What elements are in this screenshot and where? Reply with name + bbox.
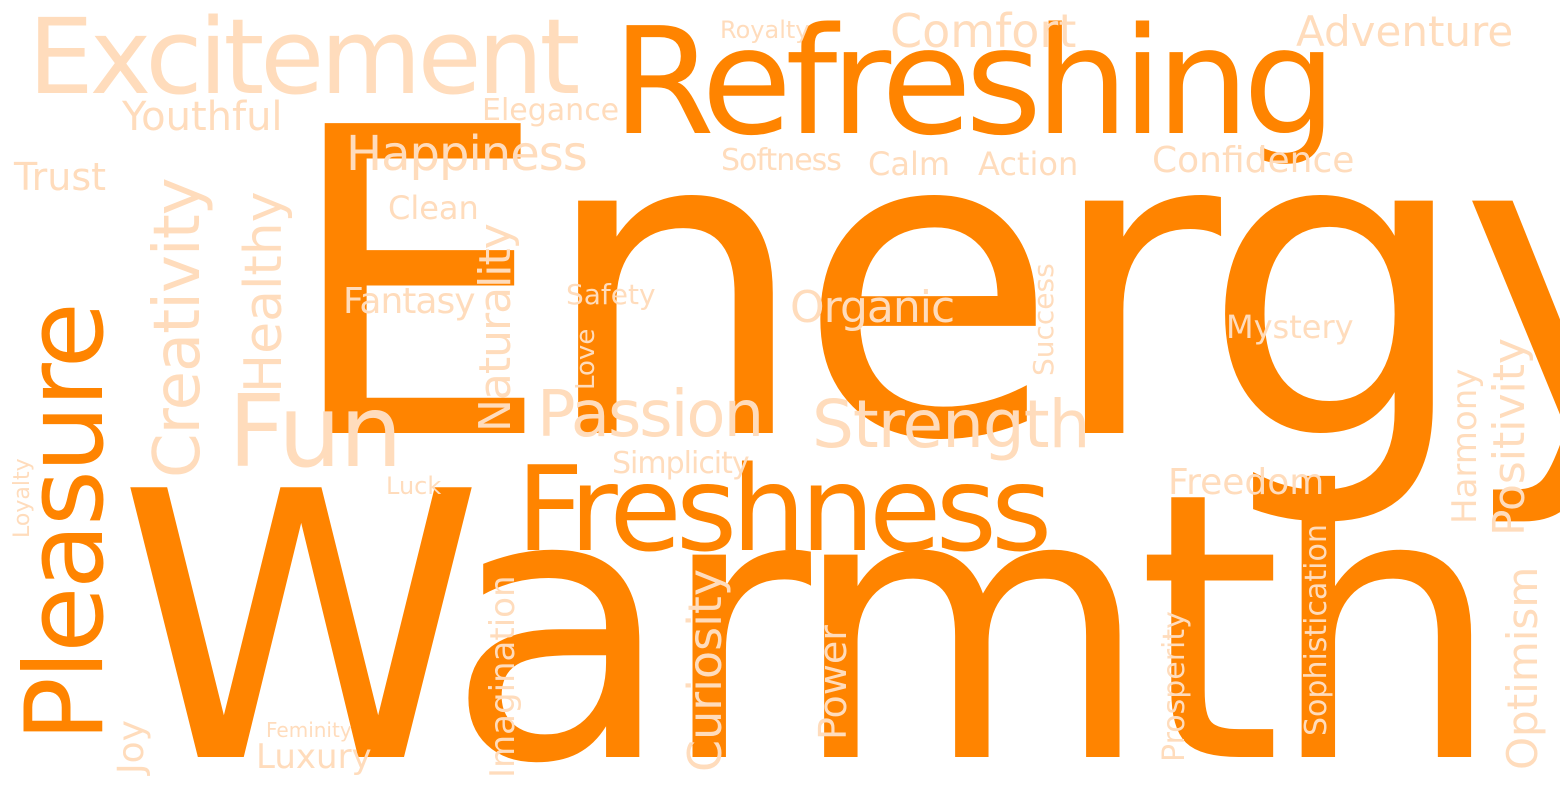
word-elegance: Elegance <box>482 93 620 128</box>
word-action: Action <box>978 145 1079 183</box>
word-organic: Organic <box>790 282 955 333</box>
word-safety: Safety <box>566 278 656 311</box>
word-mystery: Mystery <box>1226 308 1354 346</box>
word-naturality: Naturality <box>470 224 521 432</box>
word-trust: Trust <box>14 155 107 199</box>
word-loyalty: Loyalty <box>10 458 35 538</box>
word-happiness: Happiness <box>346 126 588 182</box>
word-royalty: Royalty <box>720 16 810 44</box>
word-joy: Joy <box>111 720 152 774</box>
word-creativity: Creativity <box>141 178 215 478</box>
word-fantasy: Fantasy <box>343 281 476 322</box>
word-excitement: Excitement <box>28 0 580 118</box>
word-confidence: Confidence <box>1152 140 1355 181</box>
word-warmth: Warmth <box>118 415 1503 790</box>
word-success: Success <box>1027 263 1060 376</box>
word-harmony: Harmony <box>1445 368 1485 524</box>
word-optimism: Optimism <box>1498 566 1547 770</box>
word-refreshing: Refreshing <box>612 0 1337 168</box>
word-luck: Luck <box>386 472 442 500</box>
word-positivity: Positivity <box>1484 337 1535 536</box>
word-imagination: Imagination <box>483 575 523 778</box>
word-power: Power <box>811 625 855 740</box>
word-passion: Passion <box>537 378 764 452</box>
word-comfort: Comfort <box>890 4 1077 58</box>
word-calm: Calm <box>868 145 951 183</box>
word-youthful: Youthful <box>122 94 283 140</box>
word-curiosity: Curiosity <box>678 568 732 772</box>
word-simplicity: Simplicity <box>612 446 750 481</box>
word-freshness: Freshness <box>516 440 1052 578</box>
word-fun: Fun <box>228 373 403 490</box>
word-strength: Strength <box>812 386 1090 463</box>
word-softness: Softness <box>721 143 842 178</box>
word-luxury: Luxury <box>256 737 372 777</box>
word-love: Love <box>571 328 601 390</box>
word-energy: Energy <box>283 40 1560 534</box>
word-healthy: Healthy <box>234 191 294 393</box>
word-adventure: Adventure <box>1296 7 1514 56</box>
word-sophistication: Sophistication <box>1299 524 1334 736</box>
word-feminity: Feminity <box>266 718 352 742</box>
word-clean: Clean <box>388 189 479 227</box>
word-freedom: Freedom <box>1168 462 1325 503</box>
word-prosperity: Prosperity <box>1157 611 1192 762</box>
